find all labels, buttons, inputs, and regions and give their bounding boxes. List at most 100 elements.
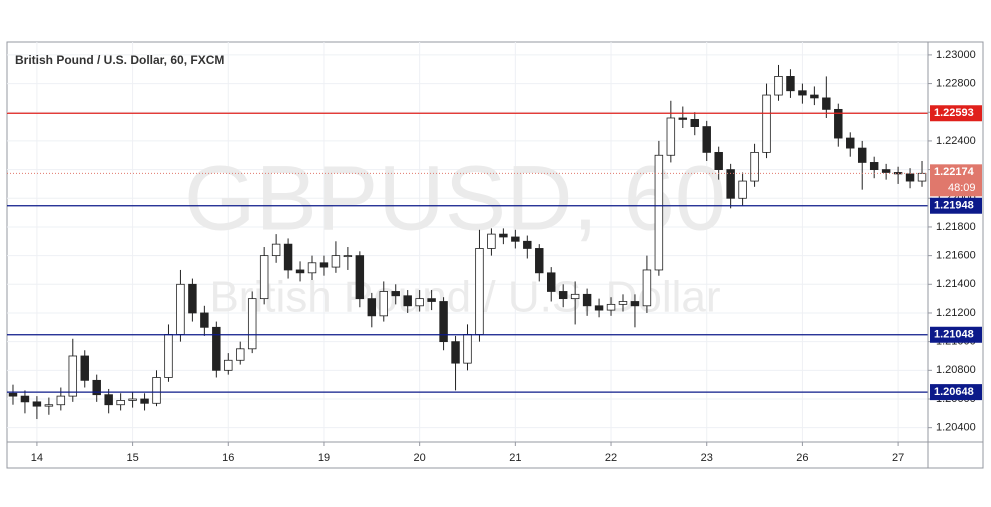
x-tick-label: 23 (701, 452, 713, 464)
x-tick-label: 19 (318, 452, 330, 464)
level-label-box (930, 326, 982, 343)
watermark: GBPUSD, 60 (184, 147, 726, 249)
level-label: 1.21048 (934, 329, 974, 341)
axes: 1.204001.206001.208001.210001.212001.214… (31, 49, 982, 464)
x-tick-label: 16 (222, 452, 234, 464)
candle-body (822, 97, 831, 110)
candle-body (295, 269, 305, 274)
candle-body (80, 355, 89, 381)
candle-body (642, 269, 652, 307)
candle-body (630, 301, 640, 307)
candle-body (523, 240, 532, 249)
chart-title: British Pound / U.S. Dollar, 60, FXCM (15, 53, 224, 67)
candle-body (44, 404, 54, 407)
level-label-box (930, 105, 982, 122)
candle-body (415, 298, 424, 307)
candle-body (905, 173, 915, 182)
current-price-box (930, 164, 982, 197)
chart-frame (6, 41, 984, 469)
candle-body (762, 94, 771, 153)
candle-body (152, 377, 161, 404)
candle-body (678, 117, 688, 120)
candle-body (319, 262, 329, 268)
candle-body (200, 312, 209, 328)
y-tick-label: 1.20800 (936, 364, 976, 376)
candle-body (750, 151, 759, 182)
candle-body (546, 272, 556, 292)
candle-body (654, 154, 664, 271)
candle-body (271, 243, 281, 257)
candle-body (690, 119, 699, 127)
x-tick-label: 27 (892, 452, 904, 464)
candle-body (379, 291, 389, 317)
y-tick-label: 1.21400 (936, 278, 976, 290)
candle-body (236, 348, 245, 361)
candle-body (247, 298, 257, 350)
candle-body (594, 305, 604, 311)
candle-body (427, 298, 436, 302)
y-tick-label: 1.21800 (936, 221, 976, 233)
candle-body (511, 236, 520, 242)
candle-body (846, 137, 855, 149)
candle-body (738, 180, 747, 199)
plot (7, 64, 928, 420)
candle-body (92, 379, 101, 396)
candle-body (391, 291, 400, 297)
candle-body (331, 255, 341, 268)
candle-body (834, 108, 843, 139)
candle-body (702, 126, 711, 153)
y-tick-label: 1.20400 (936, 422, 976, 434)
candle-body (726, 169, 735, 199)
candle-body (32, 401, 42, 407)
candle-body (259, 255, 269, 300)
x-tick-label: 26 (796, 452, 808, 464)
level-label: 1.21948 (934, 200, 974, 212)
candle-body (582, 293, 592, 307)
candle-body (535, 248, 544, 274)
y-tick-label: 1.22400 (936, 135, 976, 147)
candle-body (355, 255, 365, 300)
y-tick-label: 1.21600 (936, 250, 976, 262)
candle-body (487, 233, 496, 249)
candle-body (810, 94, 819, 99)
candle-body (212, 326, 221, 371)
candle-body (224, 359, 233, 371)
candle-body (343, 255, 353, 258)
candle-body (869, 162, 879, 170)
y-tick-label: 1.23000 (936, 49, 976, 61)
x-tick-label: 21 (509, 452, 521, 464)
candle-body (786, 76, 795, 92)
candle-body (499, 233, 508, 238)
x-tick-label: 15 (126, 452, 138, 464)
y-tick-label: 1.21200 (936, 307, 976, 319)
candle-body (164, 334, 173, 378)
candle-body (283, 243, 293, 271)
candle-body (403, 295, 412, 307)
candle-body (774, 76, 783, 96)
candle-body (140, 398, 149, 404)
candle-body (606, 303, 616, 311)
candle-body (367, 298, 377, 317)
candle-body (20, 395, 30, 403)
candle-body (558, 291, 568, 300)
candle-body (188, 283, 197, 314)
candle-body (618, 301, 628, 305)
candle-body (463, 334, 472, 364)
candle-body (714, 151, 723, 170)
candle-body (176, 283, 185, 335)
candle-body (128, 398, 137, 401)
candle-body (570, 293, 580, 300)
candle-body (917, 172, 927, 182)
candle-body (439, 301, 448, 343)
candle-body (451, 341, 460, 364)
level-label-box (930, 384, 982, 401)
countdown-label: 48:09 (948, 182, 976, 194)
candle-body (116, 400, 125, 406)
candle-body (307, 262, 317, 274)
candle-body (104, 394, 113, 406)
level-label-box (930, 197, 982, 214)
candle-body (666, 117, 676, 156)
candle-body (475, 248, 484, 335)
